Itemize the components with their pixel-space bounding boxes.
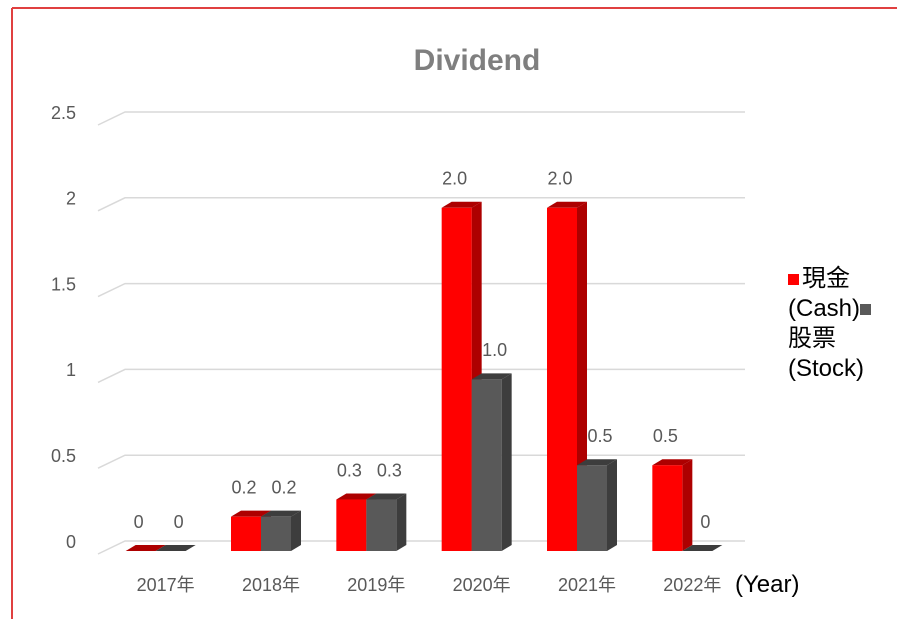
y-tick-label: 0.5 (51, 446, 76, 466)
legend-swatch (788, 274, 799, 286)
bar-top (231, 510, 271, 517)
chart-title: Dividend (414, 44, 541, 77)
bar-front (336, 499, 367, 551)
bar-front (441, 207, 472, 552)
grid-line (97, 454, 745, 469)
x-tick-label: 2022年 (663, 575, 721, 595)
legend-swatch (860, 304, 872, 316)
grid-line (97, 540, 745, 555)
bar (366, 493, 407, 551)
bar-top (577, 459, 617, 466)
value-label: 0.5 (587, 426, 612, 446)
bar (682, 545, 723, 551)
bar-front (366, 499, 397, 551)
x-axis-label: (Year) (735, 571, 800, 598)
value-label: 2.0 (442, 169, 467, 189)
value-label: 1.0 (482, 340, 507, 360)
grid-line (97, 368, 745, 384)
value-label: 0 (134, 512, 144, 532)
bar (471, 373, 512, 551)
bar-front (261, 516, 291, 551)
bar-top (155, 545, 196, 551)
value-label: 0.3 (337, 460, 362, 480)
bar-front (547, 207, 577, 552)
bar-front (471, 379, 502, 551)
bar (261, 510, 301, 551)
y-tick-label: 1.5 (51, 274, 76, 294)
value-label: 0.5 (653, 426, 678, 446)
bar-side (396, 493, 407, 551)
y-tick-label: 2 (66, 189, 76, 209)
bar-front (577, 465, 607, 551)
legend-label: 現金(Cash) (788, 265, 861, 322)
y-tick-label: 1 (66, 360, 76, 380)
value-label: 0.2 (231, 477, 256, 497)
bar-top (366, 493, 407, 500)
bar-top (261, 510, 301, 517)
bar-top (441, 201, 482, 208)
x-tick-label: 2021年 (558, 575, 616, 595)
value-label: 0.3 (377, 460, 402, 480)
bar-side (501, 373, 512, 551)
grid-line (97, 197, 745, 212)
bar-side (682, 459, 693, 551)
x-tick-label: 2018年 (242, 575, 300, 595)
grid-line (97, 111, 745, 126)
bar (577, 459, 617, 551)
x-tick-label: 2020年 (453, 575, 511, 595)
bar-top (471, 373, 512, 380)
bar-side (607, 459, 617, 551)
bar-top (652, 459, 693, 466)
bar-top (336, 493, 377, 500)
value-label: 0 (174, 512, 184, 532)
y-tick-label: 0 (66, 532, 76, 552)
bar-top (547, 201, 587, 208)
grid-line (97, 282, 745, 298)
value-label: 0 (700, 512, 710, 532)
value-label: 2.0 (547, 169, 572, 189)
bar (652, 459, 693, 551)
bar-front (231, 516, 261, 551)
y-tick-label: 2.5 (51, 103, 76, 123)
bar (125, 545, 166, 551)
bar-top (125, 545, 166, 551)
legend-label: 股票(Stock) (788, 325, 865, 382)
bar-side (291, 510, 301, 551)
bar-front (652, 465, 683, 551)
bar (155, 545, 196, 551)
value-label: 0.2 (271, 477, 296, 497)
x-tick-label: 2019年 (347, 575, 405, 595)
legend: 現金(Cash)股票(Stock) (788, 264, 890, 384)
x-tick-label: 2017年 (137, 575, 195, 595)
bar-top (682, 545, 723, 551)
